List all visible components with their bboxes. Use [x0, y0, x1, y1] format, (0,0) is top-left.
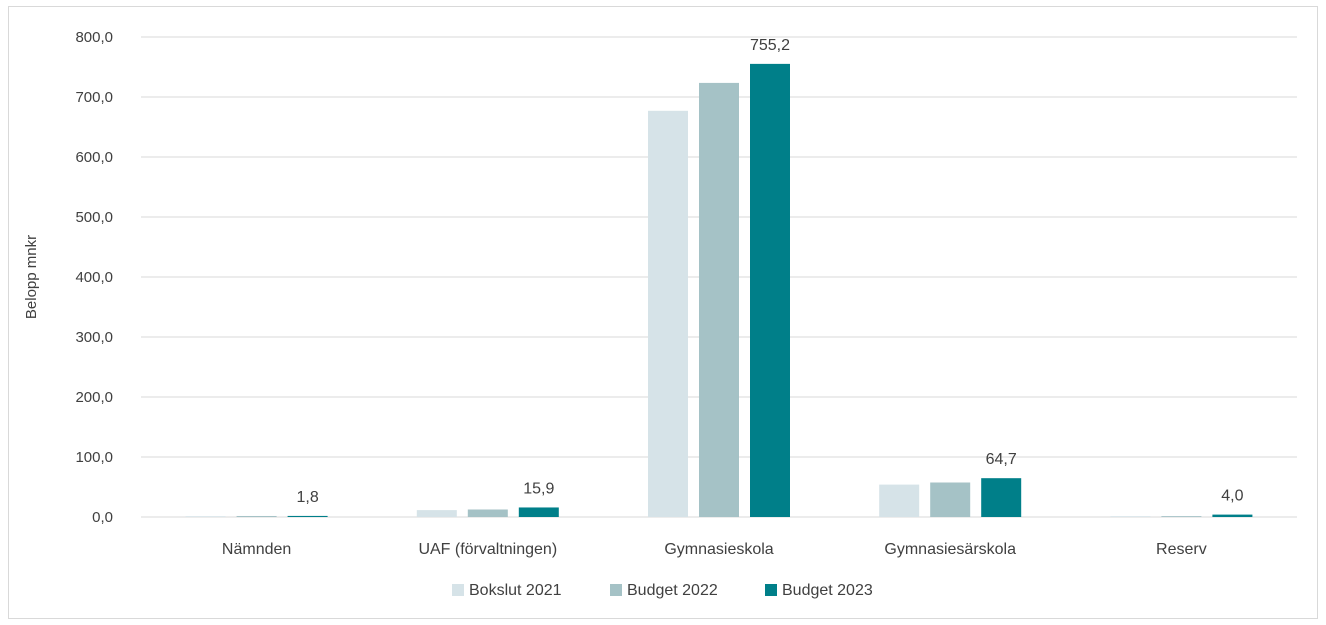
bar — [416, 510, 457, 517]
x-category-label: Gymnasiesärskola — [884, 541, 1016, 558]
x-category-label: Gymnasieskola — [664, 541, 773, 558]
y-tick-label: 500,0 — [75, 209, 113, 226]
data-label: 1,8 — [296, 489, 318, 506]
y-tick-label: 400,0 — [75, 269, 113, 286]
bar — [930, 482, 971, 517]
bar — [518, 507, 559, 517]
bar — [467, 509, 508, 517]
chart-frame: 0,0 100,0 200,0 300,0 400,0 500,0 600,0 700,0 80… — [8, 6, 1318, 619]
bar — [981, 478, 1022, 517]
y-tick-label: 700,0 — [75, 89, 113, 106]
y-tick-label: 100,0 — [75, 449, 113, 466]
legend-swatch — [610, 584, 622, 596]
data-label: 4,0 — [1221, 488, 1243, 505]
legend-label: Bokslut 2021 — [469, 582, 562, 599]
x-axis-categories: Nämnden UAF (förvaltningen) Gymnasieskola G… — [222, 541, 1207, 558]
data-label: 64,7 — [986, 451, 1017, 468]
y-tick-label: 300,0 — [75, 329, 113, 346]
legend-swatch — [452, 584, 464, 596]
x-category-label: Nämnden — [222, 541, 291, 558]
x-category-label: Reserv — [1156, 541, 1207, 558]
data-label: 15,9 — [523, 480, 554, 497]
x-category-label: UAF (förvaltningen) — [418, 541, 557, 558]
y-tick-label: 0,0 — [92, 509, 113, 526]
legend-swatch — [765, 584, 777, 596]
data-labels: 1,8 15,9 755,2 64,7 4,0 — [296, 37, 1243, 506]
y-axis-ticks: 0,0 100,0 200,0 300,0 400,0 500,0 600,0 700,0 80… — [75, 29, 113, 526]
bar — [1110, 516, 1151, 517]
data-label: 755,2 — [750, 37, 790, 54]
bar — [287, 515, 328, 517]
bar — [879, 484, 920, 517]
y-tick-label: 800,0 — [75, 29, 113, 46]
y-tick-label: 200,0 — [75, 389, 113, 406]
bar — [185, 516, 226, 517]
bar — [750, 63, 790, 517]
bar — [1161, 516, 1202, 517]
legend-label: Budget 2022 — [627, 582, 718, 599]
legend: Bokslut 2021 Budget 2022 Budget 2023 — [452, 582, 873, 599]
legend-label: Budget 2023 — [782, 582, 873, 599]
y-tick-label: 600,0 — [75, 149, 113, 166]
bar — [648, 110, 688, 518]
bar — [1212, 514, 1253, 517]
bar — [236, 515, 277, 517]
y-axis-title: Belopp mnkr — [23, 235, 40, 319]
bars — [185, 63, 1253, 518]
bar-chart: 0,0 100,0 200,0 300,0 400,0 500,0 600,0 700,0 80… — [23, 29, 1297, 599]
bar — [699, 82, 739, 518]
